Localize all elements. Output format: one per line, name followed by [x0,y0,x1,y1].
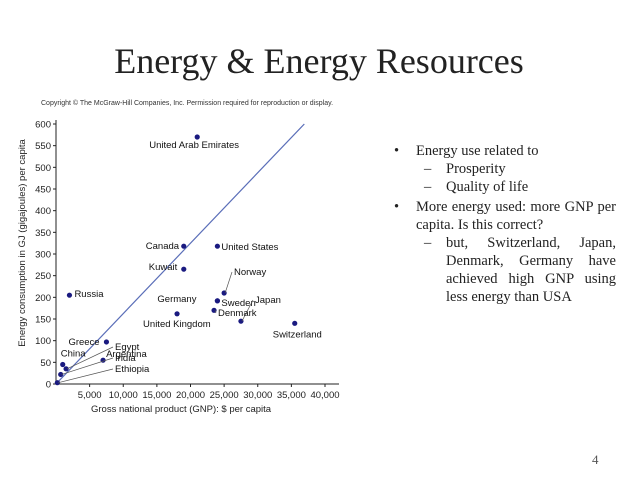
point-label: Norway [234,267,266,278]
x-tick-label: 15,000 [142,390,171,401]
data-point [214,298,220,304]
point-label: Germany [157,294,196,305]
y-tick-label: 450 [35,185,51,196]
point-label: Argentina [106,349,147,360]
point-label: Switzerland [273,329,322,340]
data-point [181,243,187,249]
y-tick-label: 200 [35,293,51,304]
leader-line [66,346,114,370]
leader-line [241,299,254,322]
point-label: Kuwait [149,262,178,273]
point-label: Sweden [221,298,255,309]
point-label: Egypt [115,342,140,353]
point-label: Japan [255,295,281,306]
sub-bullet-text: but, Switzerland, Japan, Denmark, German… [446,235,616,305]
data-point [181,266,187,272]
slide-title: Energy & Energy Resources [114,41,524,81]
point-label: India [115,353,136,364]
bullet-marker: • [394,199,400,215]
y-tick-label: 600 [35,120,51,131]
y-tick-label: 100 [35,336,51,347]
dash-marker: – [424,235,432,251]
leader-line [214,310,217,314]
point-label: Greece [68,337,99,348]
x-tick-label: 10,000 [109,390,138,401]
data-point [66,292,73,298]
y-tick-label: 550 [35,141,51,152]
y-tick-label: 300 [35,250,51,261]
data-point [60,361,66,368]
point-label: United States [221,242,278,253]
point-label: China [61,349,87,360]
y-tick-label: 150 [35,315,51,326]
x-tick-label: 30,000 [243,390,272,401]
bullet-list: • Energy use related to – Prosperity – Q… [390,142,616,306]
y-tick-label: 350 [35,228,51,239]
copyright-notice: Copyright © The McGraw-Hill Companies, I… [41,100,334,107]
bullet-text: Energy use related to [416,143,539,159]
y-tick-label: 50 [40,358,51,369]
leader-line [58,368,114,384]
leader-line [224,271,233,294]
dash-marker: – [424,161,432,177]
point-label: Canada [146,241,180,252]
point-label: Russia [74,289,104,300]
sub-bullet-text: Prosperity [446,161,506,177]
trend-line [55,123,305,385]
data-point [194,134,200,140]
y-tick-label: 500 [35,163,51,174]
point-label: Denmark [218,308,257,319]
data-point [63,366,69,372]
x-tick-label: 25,000 [210,390,239,401]
x-tick-label: 20,000 [176,390,205,401]
leader-line [61,357,114,375]
sub-bullet-item: – Prosperity [390,160,616,178]
bullet-item: • Energy use related to [390,142,616,160]
data-point [214,243,220,249]
data-point [54,380,60,386]
sub-bullet-item: – but, Switzerland, Japan, Denmark, Germ… [390,234,616,306]
dash-marker: – [424,179,432,195]
x-tick-label: 5,000 [78,390,102,401]
data-point [58,371,64,378]
x-tick-label: 35,000 [277,390,306,401]
page-number: 4 [592,452,599,467]
x-tick-label: 40,000 [310,390,339,401]
x-axis-label: Gross national product (GNP): $ per capi… [91,404,272,415]
sub-bullet-text: Quality of life [446,179,529,195]
data-point [174,311,180,317]
bullet-text: More energy used: more GNP per capita. I… [416,199,616,233]
y-tick-label: 250 [35,271,51,282]
bullet-marker: • [394,143,400,159]
y-tick-label: 0 [46,380,51,391]
point-label: United Kingdom [143,319,211,330]
y-tick-label: 400 [35,206,51,217]
bullet-item: • More energy used: more GNP per capita.… [390,198,616,234]
data-point [292,320,298,326]
y-axis-label: Energy consumption in GJ (gigajoules) pe… [17,139,28,347]
sub-bullet-item: – Quality of life [390,178,616,196]
data-point [103,339,110,345]
point-label: Ethiopia [115,364,150,375]
point-label: United Arab Emirates [149,140,239,151]
